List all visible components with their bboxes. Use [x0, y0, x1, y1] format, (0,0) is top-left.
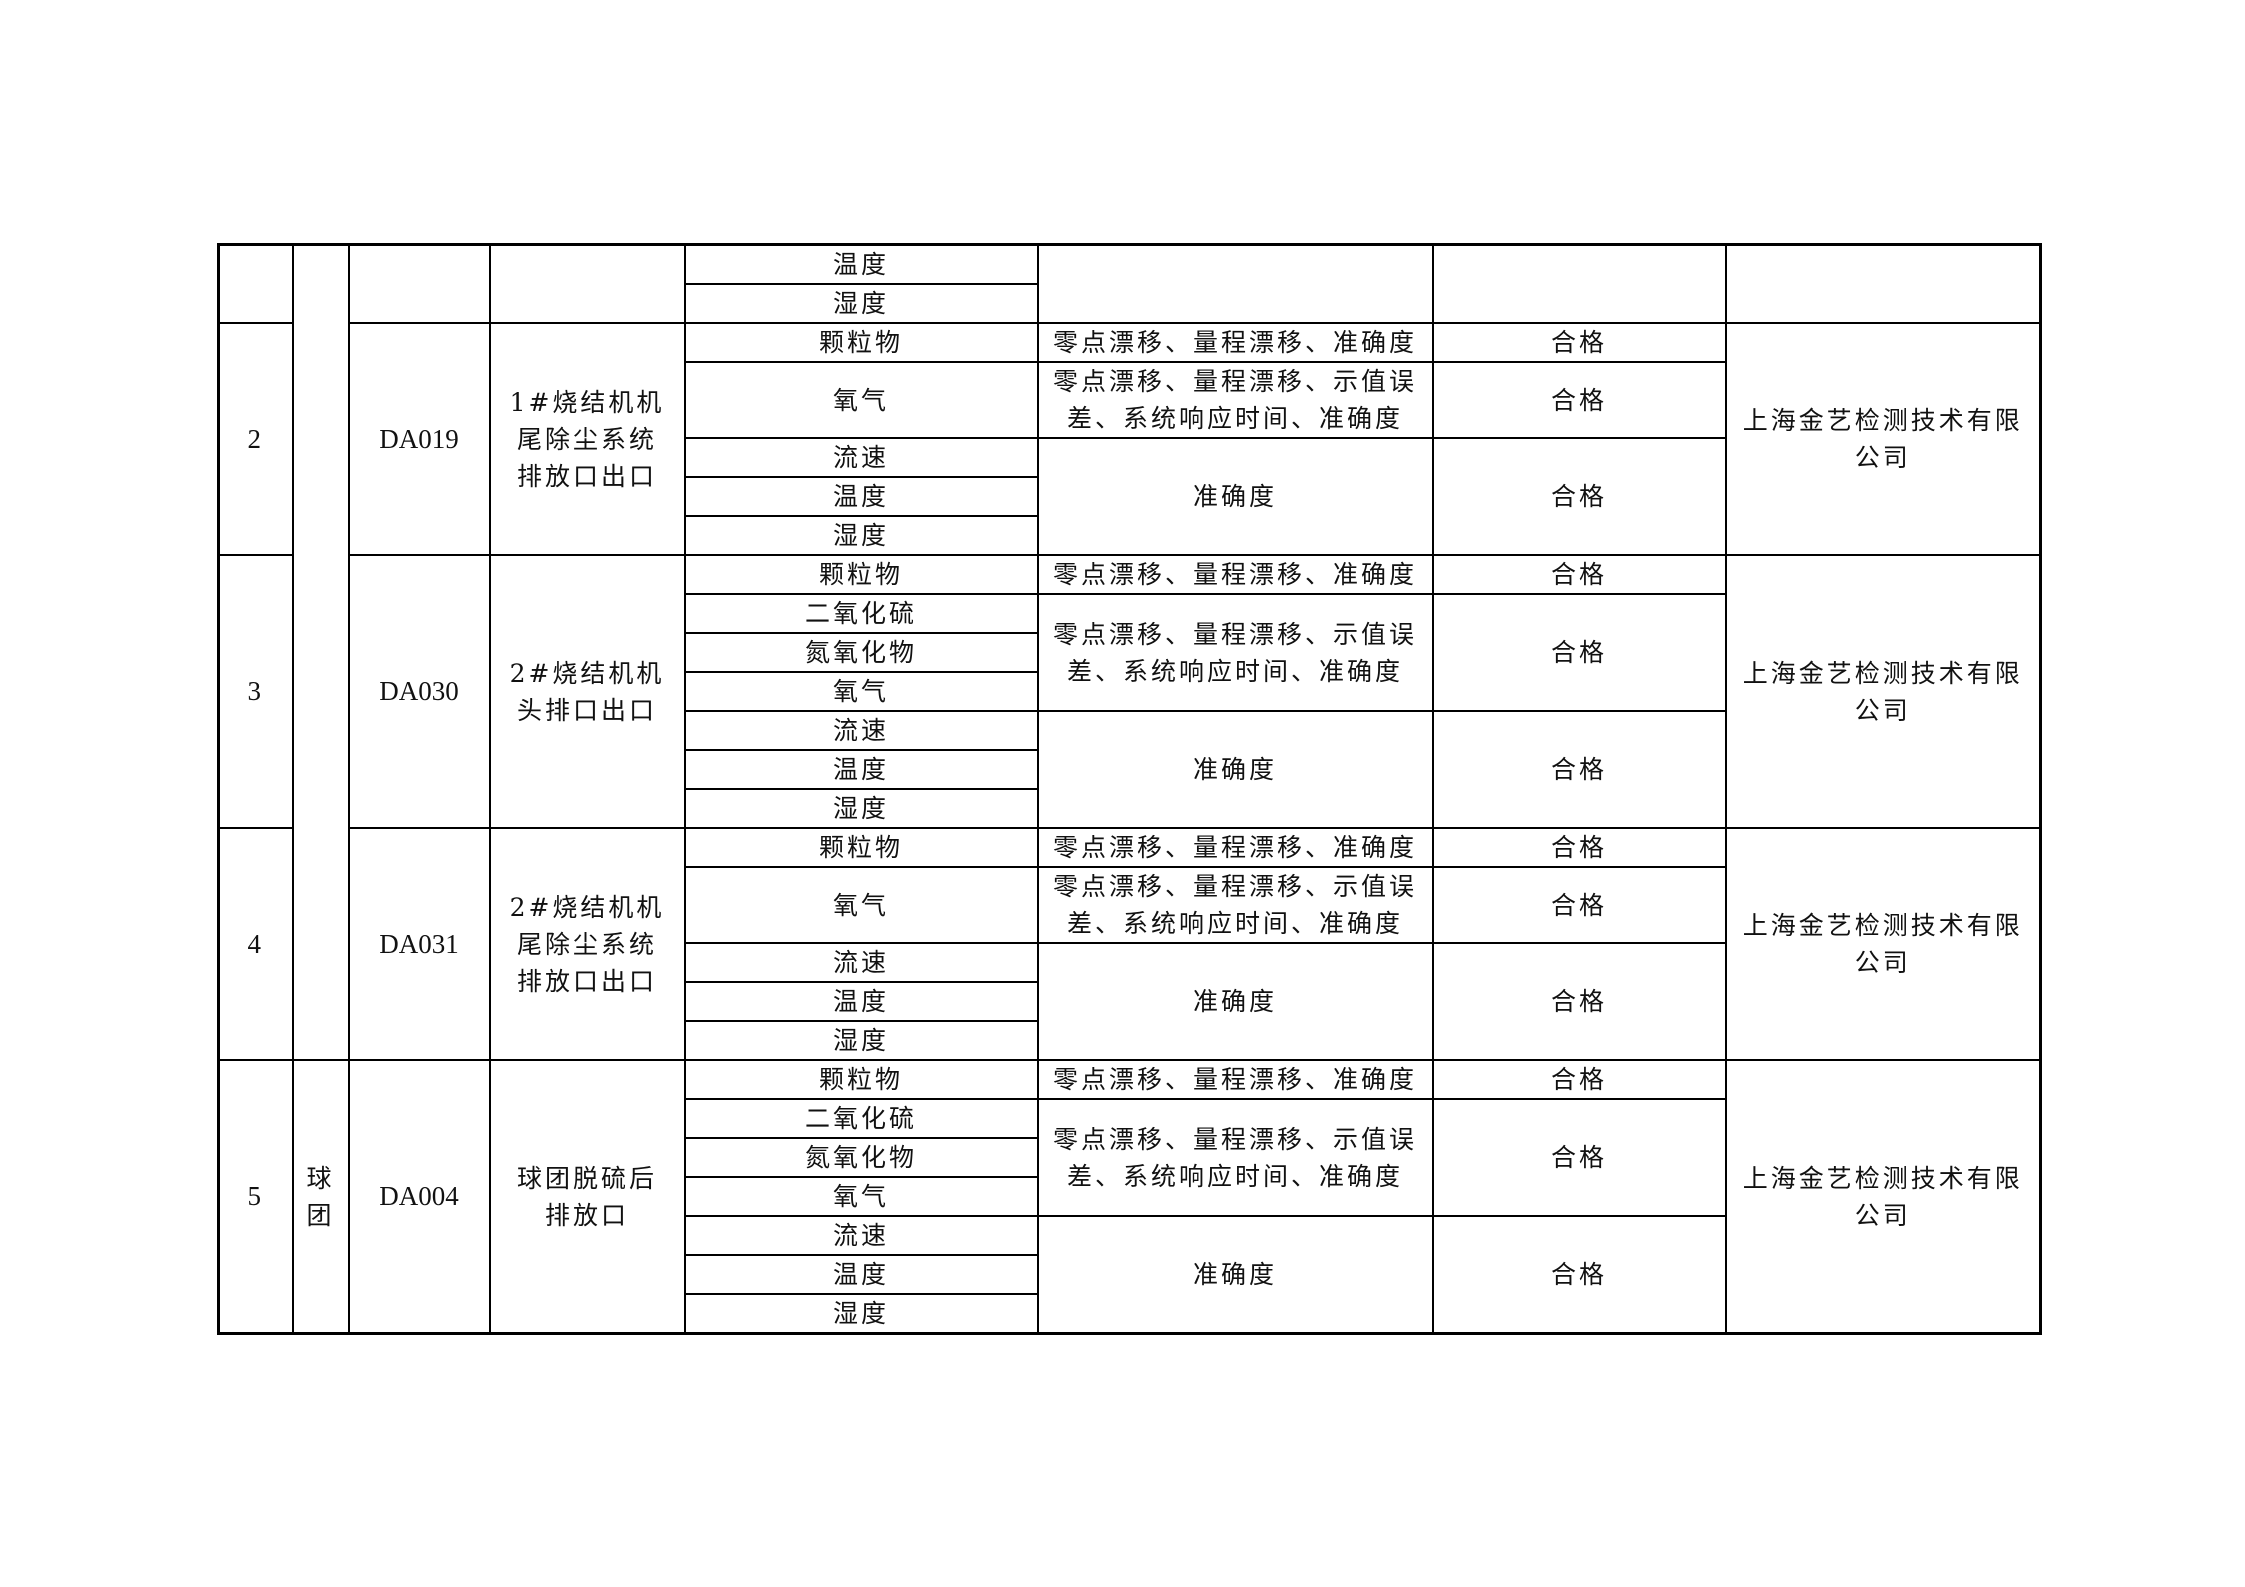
code-cell: DA031: [347, 827, 491, 1061]
table-row: 流速 准确度 合格: [219, 437, 2041, 556]
method-cell: 零点漂移、量程漂移、准确度: [1036, 554, 1434, 595]
result-cell: 合格: [1431, 1215, 1727, 1335]
result-cell: 合格: [1431, 1098, 1727, 1217]
code-cell: DA004: [347, 1059, 491, 1335]
parameter-cell: 湿度: [683, 1020, 1039, 1061]
outlet-name-cell: 1#烧结机机 尾除尘系统 排放口出口: [488, 322, 686, 556]
parameter-cell: 氧气: [683, 361, 1039, 439]
parameter-cell: 流速: [683, 437, 1039, 478]
table-row: 湿度: [219, 515, 2041, 556]
table-row: 温度: [219, 476, 2041, 517]
table-row: 4 DA031 2#烧结机机 尾除尘系统 排放口出口 颗粒物 零点漂移、量程漂移、准确度…: [217, 827, 2042, 1061]
code-cell: DA019: [347, 322, 491, 556]
parameter-cell: 氮氧化物: [683, 632, 1039, 673]
company-cell: 上海金艺检测技术有限 公司: [1724, 1059, 2042, 1335]
result-cell: 合格: [1431, 361, 1727, 439]
table-row: 二氧化硫 零点漂移、量程漂移、示值误 差、系统响应时间、准确度 合格: [219, 593, 2041, 712]
table-row: 湿度: [219, 788, 2041, 829]
parameter-cell: 流速: [683, 942, 1039, 983]
table-row: 氮氧化物: [219, 632, 2041, 673]
company-cell: 上海金艺检测技术有限 公司: [1724, 322, 2042, 556]
result-cell: 合格: [1431, 322, 1727, 363]
method-cell: 零点漂移、量程漂移、示值误 差、系统响应时间、准确度: [1036, 593, 1434, 712]
result-cell: [1431, 243, 1727, 324]
table-row: 氮氧化物: [219, 1137, 2041, 1178]
table-row: 温度: [219, 981, 2041, 1022]
table-row: 流速 准确度 合格: [219, 1215, 2041, 1335]
parameter-cell: 温度: [683, 1254, 1039, 1295]
category-cell: 球 团: [291, 1059, 350, 1335]
result-cell: 合格: [1431, 554, 1727, 595]
method-cell: 零点漂移、量程漂移、准确度: [1036, 322, 1434, 363]
result-cell: 合格: [1431, 593, 1727, 712]
table-row: 3 DA030 2#烧结机机 头排口出口 颗粒物 零点漂移、量程漂移、准确度 合格 上海金艺…: [217, 554, 2042, 829]
method-cell: 准确度: [1036, 710, 1434, 829]
outlet-name-cell: 2#烧结机机 头排口出口: [488, 554, 686, 829]
parameter-cell: 颗粒物: [683, 1059, 1039, 1100]
method-cell: 准确度: [1036, 942, 1434, 1061]
parameter-cell: 颗粒物: [683, 554, 1039, 595]
method-cell: 准确度: [1036, 1215, 1434, 1335]
table-row: 流速 准确度 合格: [219, 942, 2041, 1061]
parameter-cell: 氮氧化物: [683, 1137, 1039, 1178]
table-row: 氧气: [219, 671, 2041, 712]
method-cell: 零点漂移、量程漂移、准确度: [1036, 1059, 1434, 1100]
table-row: 温度: [219, 749, 2041, 790]
parameter-cell: 温度: [683, 981, 1039, 1022]
table-row: 湿度: [219, 283, 2041, 324]
no-cell: 4: [217, 827, 294, 1061]
outlet-name-cell: 2#烧结机机 尾除尘系统 排放口出口: [488, 827, 686, 1061]
method-cell: 零点漂移、量程漂移、示值误 差、系统响应时间、准确度: [1036, 866, 1434, 944]
outlet-name-cell: 球团脱硫后 排放口: [488, 1059, 686, 1335]
no-cell: 2: [217, 322, 294, 556]
company-cell: 上海金艺检测技术有限 公司: [1724, 827, 2042, 1061]
result-cell: 合格: [1431, 437, 1727, 556]
method-cell: [1036, 243, 1434, 324]
table-row: 湿度: [219, 1020, 2041, 1061]
table-row: 2 DA019 1#烧结机机 尾除尘系统 排放口出口 颗粒物 零点漂移、量程漂移、准确度…: [217, 322, 2042, 556]
parameter-cell: 温度: [683, 749, 1039, 790]
outlet-name-cell: [488, 243, 686, 324]
company-cell: 上海金艺检测技术有限 公司: [1724, 554, 2042, 829]
no-cell: 5: [217, 1059, 294, 1335]
company-cell: [1724, 243, 2042, 324]
result-cell: 合格: [1431, 866, 1727, 944]
parameter-cell: 氧气: [683, 1176, 1039, 1217]
parameter-cell: 氧气: [683, 671, 1039, 712]
parameter-cell: 流速: [683, 1215, 1039, 1256]
method-cell: 零点漂移、量程漂移、示值误 差、系统响应时间、准确度: [1036, 361, 1434, 439]
parameter-cell: 颗粒物: [683, 322, 1039, 363]
parameter-cell: 二氧化硫: [683, 1098, 1039, 1139]
parameter-cell: 氧气: [683, 866, 1039, 944]
result-cell: 合格: [1431, 1059, 1727, 1100]
parameter-cell: 温度: [683, 476, 1039, 517]
result-cell: 合格: [1431, 942, 1727, 1061]
table-row: 流速 准确度 合格: [219, 710, 2041, 829]
result-cell: 合格: [1431, 827, 1727, 868]
table-row: 氧气: [219, 1176, 2041, 1217]
parameter-cell: 二氧化硫: [683, 593, 1039, 634]
table-row: 温度: [219, 1254, 2041, 1295]
method-cell: 准确度: [1036, 437, 1434, 556]
code-cell: [347, 243, 491, 324]
method-cell: 零点漂移、量程漂移、准确度: [1036, 827, 1434, 868]
monitoring-verification-table: 温度 湿度 2 DA019 1#烧结机机 尾除尘系统 排放口出口 颗粒物 零点漂移、量程漂移…: [217, 243, 2042, 1335]
parameter-cell: 湿度: [683, 1293, 1039, 1335]
parameter-cell: 湿度: [683, 788, 1039, 829]
code-cell: DA030: [347, 554, 491, 829]
no-cell: 3: [217, 554, 294, 829]
parameter-cell: 温度: [683, 243, 1039, 285]
method-cell: 零点漂移、量程漂移、示值误 差、系统响应时间、准确度: [1036, 1098, 1434, 1217]
category-cell: [291, 243, 350, 1061]
parameter-cell: 颗粒物: [683, 827, 1039, 868]
table-row: 湿度: [219, 1293, 2041, 1335]
parameter-cell: 湿度: [683, 283, 1039, 324]
no-cell: [217, 243, 294, 324]
table-row: 温度: [217, 243, 2042, 1061]
parameter-cell: 湿度: [683, 515, 1039, 556]
result-cell: 合格: [1431, 710, 1727, 829]
parameter-cell: 流速: [683, 710, 1039, 751]
table-row: 二氧化硫 零点漂移、量程漂移、示值误 差、系统响应时间、准确度 合格: [219, 1098, 2041, 1217]
